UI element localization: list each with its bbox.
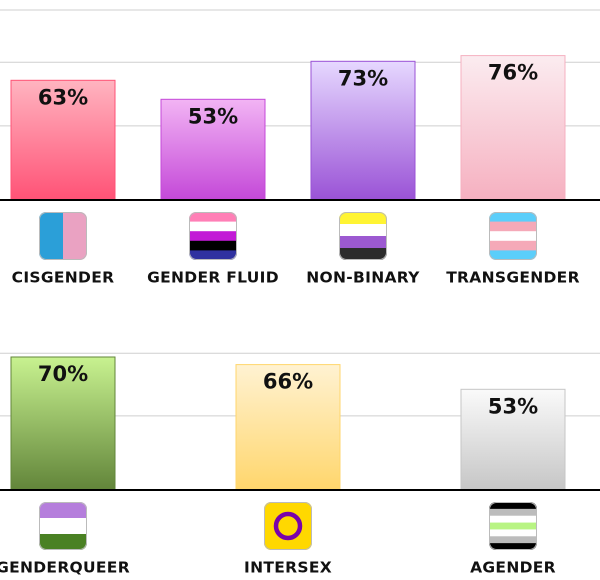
flag-stripe [339, 224, 387, 237]
flag-ring [273, 511, 303, 541]
bar [10, 356, 116, 491]
flag-icon [489, 212, 537, 260]
x-tick-label: GENDER FLUID [147, 269, 279, 287]
flag-stripe [39, 502, 87, 519]
value-label: 53% [188, 104, 238, 128]
x-tick-label: NON-BINARY [306, 269, 420, 287]
flag-stripe [189, 240, 237, 251]
x-tick-label: CISGENDER [12, 269, 115, 287]
flag-stripe [339, 212, 387, 225]
flag-stripe [489, 221, 537, 232]
x-tick-label: TRANSGENDER [446, 269, 580, 287]
bar [460, 388, 566, 491]
value-label: 66% [263, 370, 313, 394]
value-label: 70% [38, 362, 88, 386]
flag-stripe [63, 212, 87, 260]
flag-stripe [489, 522, 537, 530]
bar [10, 79, 116, 201]
x-tick-label: INTERSEX [244, 559, 332, 577]
flag-stripe [189, 212, 237, 223]
flag-stripe [189, 221, 237, 232]
x-tick-label: GENDERQUEER [0, 559, 130, 577]
value-label: 73% [338, 66, 388, 90]
flag-stripe [339, 248, 387, 260]
bar [160, 98, 266, 201]
flag-stripe [489, 515, 537, 524]
flag-stripe [39, 534, 87, 550]
flag-stripe [489, 502, 537, 510]
flag-stripe [39, 212, 64, 260]
flag-stripe [189, 250, 237, 260]
icon-border [489, 212, 537, 260]
flag-icon [489, 502, 537, 550]
flag-stripe [489, 212, 537, 223]
icon-border [264, 502, 312, 550]
flag-icon [39, 502, 87, 550]
flag-stripe [489, 250, 537, 260]
bar [460, 55, 566, 201]
icon-border [489, 502, 537, 550]
icon-border [339, 212, 387, 260]
value-label: 76% [488, 61, 538, 85]
flag-stripe [39, 518, 87, 535]
flag-stripe [489, 529, 537, 537]
flag-stripe [339, 236, 387, 249]
flag-stripe [489, 240, 537, 251]
value-label: 63% [38, 85, 88, 109]
flag-icon [39, 212, 87, 260]
bar [235, 364, 341, 491]
icon-border [39, 502, 87, 550]
flag-icon [339, 212, 387, 260]
flag-stripe [489, 508, 537, 517]
icon-border [39, 212, 87, 260]
flag-stripe [489, 231, 537, 242]
icon-border [189, 212, 237, 260]
value-label: 53% [488, 394, 538, 418]
flag-stripe [489, 536, 537, 544]
flag-icon [264, 502, 312, 550]
flag-stripe [189, 231, 237, 242]
flag-stripe [264, 502, 312, 550]
bar [310, 60, 416, 201]
flag-stripe [489, 543, 537, 550]
x-tick-label: AGENDER [470, 559, 556, 577]
flag-icon [189, 212, 237, 260]
